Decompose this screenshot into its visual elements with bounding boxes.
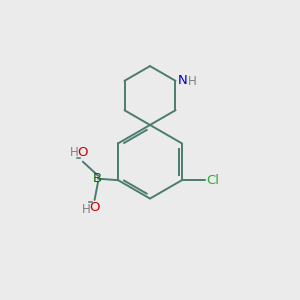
Text: H: H: [188, 75, 197, 88]
Text: N: N: [178, 74, 188, 87]
Text: Cl: Cl: [206, 174, 219, 187]
Text: H: H: [82, 203, 91, 216]
Text: O: O: [77, 146, 88, 159]
Text: H: H: [70, 146, 79, 159]
Text: B: B: [93, 172, 102, 185]
Text: O: O: [89, 201, 100, 214]
